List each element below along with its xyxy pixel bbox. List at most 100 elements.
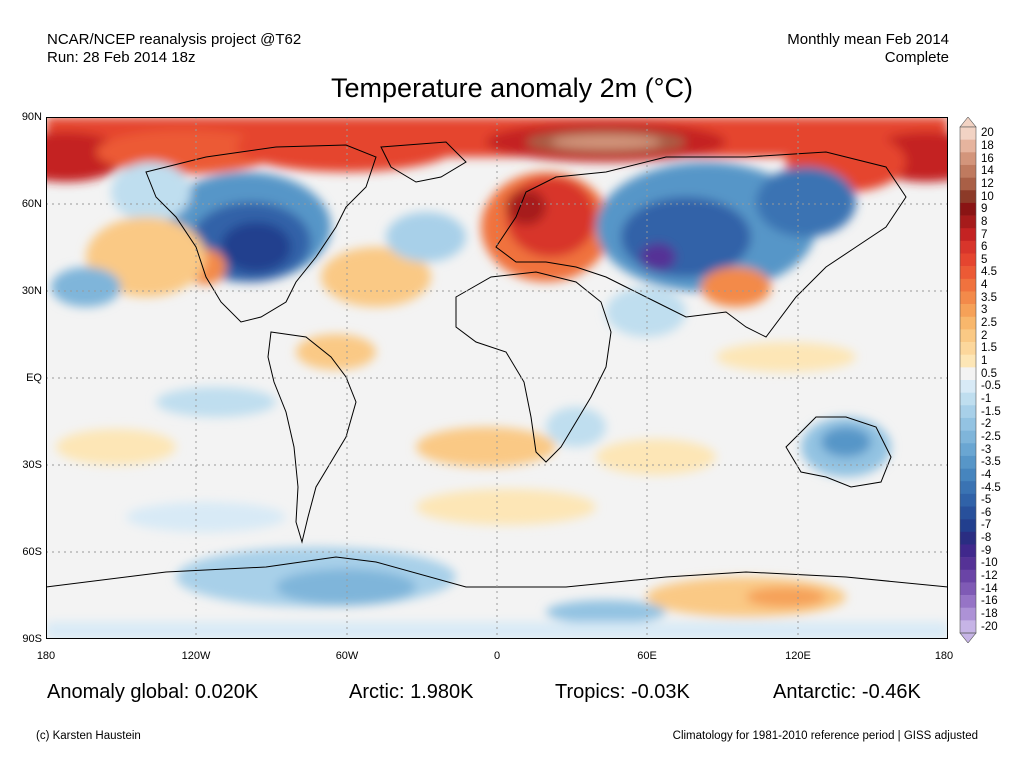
colorbar-swatch: [960, 531, 976, 545]
colorbar-label: 2.5: [981, 317, 997, 330]
colorbar-swatch: [960, 190, 976, 204]
colorbar: [959, 117, 977, 643]
run-time: Run: 28 Feb 2014 18z: [47, 49, 196, 66]
colorbar-swatch: [960, 582, 976, 596]
stat-tropics: Tropics: -0.03K: [555, 681, 690, 703]
status-label: Complete: [884, 49, 949, 66]
colorbar-label: 6: [981, 241, 988, 254]
colorbar-swatch: [960, 493, 976, 507]
lon-label-60e: 60E: [637, 650, 657, 662]
lon-label-60w: 60W: [335, 650, 359, 662]
colorbar-label: -3: [981, 443, 992, 456]
colorbar-min-arrow: [959, 632, 977, 643]
colorbar-label: 0.5: [981, 367, 997, 380]
colorbar-label: 16: [981, 152, 994, 165]
stat-global: Anomaly global: 0.020K: [47, 681, 259, 703]
lon-label-0: 0: [493, 650, 501, 662]
colorbar-label: 9: [981, 203, 988, 216]
lat-label-90n: 90N: [21, 111, 42, 123]
colorbar-swatch: [960, 519, 976, 533]
colorbar-swatch: [960, 127, 976, 140]
colorbar-swatch: [960, 544, 976, 558]
credit: (c) Karsten Haustein: [36, 730, 141, 742]
colorbar-swatch: [960, 304, 976, 318]
colorbar-label: 14: [981, 165, 994, 178]
lat-label-30n: 30N: [21, 285, 42, 297]
colorbar-swatch: [960, 266, 976, 280]
colorbar-swatch: [960, 139, 976, 153]
colorbar-swatch: [960, 569, 976, 583]
colorbar-label: 4.5: [981, 266, 997, 279]
coastlines: [46, 141, 948, 588]
colorbar-label: 20: [981, 127, 994, 140]
colorbar-swatch: [960, 354, 976, 368]
colorbar-swatch: [960, 215, 976, 229]
colorbar-swatch: [960, 367, 976, 381]
stat-arctic: Arctic: 1.980K: [349, 681, 474, 703]
lon-label-120e: 120E: [785, 650, 811, 662]
colorbar-swatch: [960, 278, 976, 292]
colorbar-swatch: [960, 253, 976, 267]
colorbar-label: 7: [981, 228, 988, 241]
colorbar-swatch: [960, 405, 976, 419]
colorbar-swatch: [960, 468, 976, 482]
colorbar-label: 5: [981, 253, 988, 266]
data-source: NCAR/NCEP reanalysis project @T62: [47, 31, 302, 48]
colorbar-swatch: [960, 316, 976, 330]
colorbar-label: -9: [981, 544, 992, 557]
lon-label-180w: 180: [36, 650, 56, 662]
colorbar-label: 18: [981, 139, 994, 152]
colorbar-swatch: [960, 557, 976, 571]
colorbar-swatch: [960, 342, 976, 355]
colorbar-label: -12: [981, 570, 998, 583]
colorbar-swatch: [960, 177, 976, 191]
colorbar-swatch: [960, 595, 976, 608]
lon-label-120w: 120W: [181, 650, 211, 662]
colorbar-label: -14: [981, 582, 998, 595]
climatology-note: Climatology for 1981-2010 reference peri…: [672, 730, 978, 742]
colorbar-swatch: [960, 455, 976, 469]
colorbar-swatch: [960, 417, 976, 431]
colorbar-max-arrow: [959, 117, 977, 128]
map-frame: [46, 117, 948, 639]
colorbar-swatch: [960, 291, 976, 305]
colorbar-swatch: [960, 329, 976, 343]
lat-label-eq: EQ: [26, 372, 42, 384]
graticule: [46, 117, 948, 639]
period-label: Monthly mean Feb 2014: [787, 31, 949, 48]
colorbar-label: -1: [981, 392, 992, 405]
colorbar-swatch: [960, 620, 976, 634]
colorbar-swatch: [960, 392, 976, 406]
colorbar-swatch: [960, 152, 976, 166]
colorbar-label: -6: [981, 506, 992, 519]
lon-label-180e: 180: [934, 650, 954, 662]
lat-label-60n: 60N: [21, 198, 42, 210]
colorbar-label: 4: [981, 279, 988, 292]
colorbar-label: 12: [981, 177, 994, 190]
map-title: Temperature anomaly 2m (°C): [331, 73, 693, 103]
temperature-anomaly-map: [46, 117, 948, 639]
colorbar-label: -4.5: [981, 481, 1001, 494]
colorbar-swatch: [960, 607, 976, 621]
colorbar-label: -1.5: [981, 405, 1001, 418]
lat-label-60s: 60S: [22, 546, 42, 558]
colorbar-label: -2.5: [981, 430, 1001, 443]
colorbar-label: 2: [981, 329, 988, 342]
colorbar-label: -4: [981, 468, 992, 481]
colorbar-label: 8: [981, 215, 988, 228]
lat-label-90s: 90S: [22, 633, 42, 645]
colorbar-label: -20: [981, 620, 998, 633]
colorbar-swatch: [960, 430, 976, 444]
colorbar-frame: [959, 126, 977, 634]
colorbar-label: -0.5: [981, 380, 1001, 393]
colorbar-swatch: [960, 506, 976, 520]
colorbar-label: 3.5: [981, 291, 997, 304]
colorbar-label: -7: [981, 519, 992, 532]
colorbar-label: 3: [981, 304, 988, 317]
colorbar-swatch: [960, 228, 976, 242]
colorbar-swatch: [960, 240, 976, 254]
colorbar-swatch: [960, 164, 976, 178]
colorbar-swatch: [960, 202, 976, 216]
colorbar-label: -10: [981, 557, 998, 570]
colorbar-label: 1: [981, 355, 988, 368]
